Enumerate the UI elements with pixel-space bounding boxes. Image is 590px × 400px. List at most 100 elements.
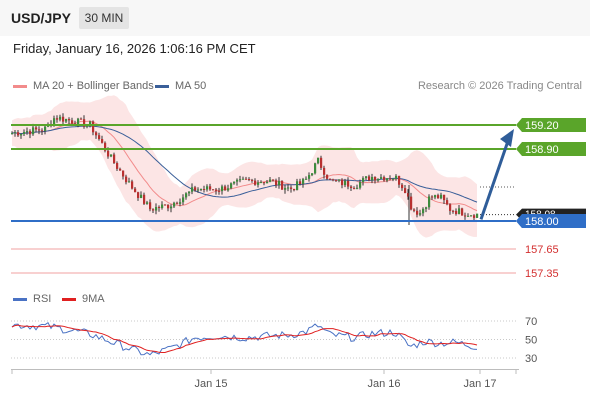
candle-body xyxy=(428,196,431,208)
candle-body xyxy=(143,194,146,204)
candle-body xyxy=(248,179,251,180)
candle-body xyxy=(476,213,479,218)
rsi-tick-label: 50 xyxy=(525,335,537,347)
candle-body xyxy=(443,194,446,201)
rsi-tick-label: 70 xyxy=(525,316,537,328)
candle-body xyxy=(152,209,155,211)
candle-body xyxy=(461,208,464,216)
candle-body xyxy=(425,207,428,209)
candle-body xyxy=(377,178,380,181)
candle-body xyxy=(128,181,131,183)
forecast-arrow-head xyxy=(500,129,514,147)
candle-body xyxy=(323,167,326,175)
candle-body xyxy=(101,139,104,143)
candle-body xyxy=(347,180,350,187)
candle-body xyxy=(362,178,365,182)
candle-body xyxy=(329,178,332,180)
candle-body xyxy=(242,178,245,180)
candle-body xyxy=(386,178,389,181)
candle-body xyxy=(14,132,17,134)
rsi-ma-legend-swatch xyxy=(62,298,76,301)
time-axis-label: Jan 16 xyxy=(367,378,400,390)
candle-body xyxy=(173,202,176,207)
price-level-tag xyxy=(516,118,586,132)
candle-body xyxy=(392,178,395,180)
time-axis-label: Jan 17 xyxy=(463,378,496,390)
candle-body xyxy=(473,215,476,218)
candle-body xyxy=(437,195,440,199)
candle-body xyxy=(107,150,110,157)
candle-body xyxy=(35,127,38,130)
candle-body xyxy=(296,181,299,191)
candle-body xyxy=(413,209,416,211)
candle-body xyxy=(314,163,317,174)
candle-body xyxy=(65,119,68,122)
candle-body xyxy=(338,179,341,181)
candle-body xyxy=(374,177,377,181)
candle-body xyxy=(233,181,236,184)
candle-body xyxy=(23,132,26,134)
price-level-label: 157.65 xyxy=(525,244,559,256)
candle-body xyxy=(44,126,47,131)
timeframe-button[interactable]: 30 MIN xyxy=(79,7,129,29)
candle-body xyxy=(287,187,290,189)
candle-body xyxy=(113,154,116,163)
rsi-tick-label: 30 xyxy=(525,353,537,365)
ma20-legend-label: MA 20 + Bollinger Bands xyxy=(33,80,154,92)
candle-body xyxy=(116,163,119,169)
candle-body xyxy=(239,179,242,181)
candle-body xyxy=(326,174,329,179)
candle-body xyxy=(308,175,311,179)
candle-body xyxy=(98,135,101,139)
candle-body xyxy=(365,176,368,179)
candle-body xyxy=(404,188,407,193)
candle-body xyxy=(41,130,44,132)
candle-body xyxy=(140,194,143,198)
candle-body xyxy=(458,208,461,214)
candle-body xyxy=(254,180,257,185)
candle-body xyxy=(164,204,167,206)
pivot-price-tag xyxy=(516,214,586,228)
candle-body xyxy=(29,131,32,135)
candle-body xyxy=(245,178,248,180)
rsi-legend-swatch xyxy=(13,298,27,301)
candle-body xyxy=(353,188,356,190)
candle-body xyxy=(212,189,215,191)
candle-body xyxy=(464,215,467,217)
candle-body xyxy=(434,195,437,198)
candle-body xyxy=(407,193,410,197)
bollinger-band xyxy=(12,95,477,238)
candle-body xyxy=(122,170,125,177)
candle-body xyxy=(119,168,122,171)
candle-body xyxy=(134,188,137,193)
candle-body xyxy=(161,204,164,208)
rsi-ma-legend-label: 9MA xyxy=(82,293,105,305)
candle-body xyxy=(431,196,434,198)
header-bar: USD/JPY 30 MIN xyxy=(0,0,590,36)
candle-body xyxy=(197,189,200,191)
time-axis-line xyxy=(11,369,519,370)
candle-body xyxy=(203,189,206,190)
candle-body xyxy=(155,207,158,211)
candle-body xyxy=(359,182,362,188)
candle-body xyxy=(389,178,392,180)
time-axis-label: Jan 15 xyxy=(194,378,227,390)
candle-body xyxy=(17,132,20,136)
candle-body xyxy=(320,157,323,168)
candle-body xyxy=(263,182,266,184)
candle-body xyxy=(221,186,224,192)
candle-body xyxy=(194,187,197,191)
candle-body xyxy=(215,189,218,191)
candle-body xyxy=(446,200,449,205)
candle-body xyxy=(293,188,296,191)
forecast-arrow-shaft xyxy=(479,140,510,220)
candle-body xyxy=(206,186,209,190)
price-level-label: 159.20 xyxy=(525,120,559,132)
candle-body xyxy=(83,119,86,127)
candle-body xyxy=(230,183,233,189)
candle-body xyxy=(311,173,314,176)
candle-body xyxy=(218,190,221,192)
candle-body xyxy=(449,204,452,211)
candle-body xyxy=(305,178,308,180)
